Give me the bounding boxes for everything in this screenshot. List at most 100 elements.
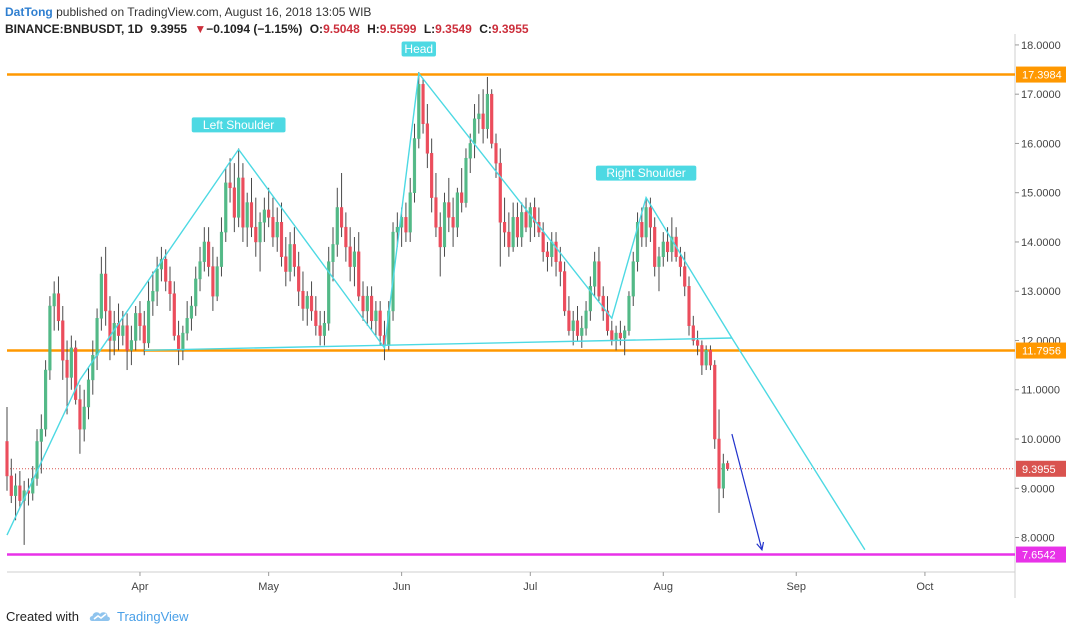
y-tick-label: 18.0000 — [1021, 40, 1061, 52]
candle-body — [31, 478, 35, 494]
candle-body — [262, 209, 266, 223]
candle-body — [134, 313, 138, 341]
y-tick-label: 13.0000 — [1021, 286, 1061, 298]
candle-body — [631, 261, 635, 297]
chart-header: DatTong published on TradingView.com, Au… — [0, 0, 1073, 38]
close-label: C: — [479, 22, 492, 36]
candle-body — [421, 84, 425, 124]
candle-body — [438, 226, 442, 248]
candle-body — [605, 310, 610, 331]
candle-body — [648, 207, 652, 228]
candle-body — [623, 330, 627, 339]
candle-body — [412, 138, 417, 193]
candle-body — [472, 118, 477, 144]
pattern-trend-line[interactable] — [144, 337, 732, 351]
last-price-tag — [1016, 460, 1066, 477]
y-tick-label: 8.0000 — [1021, 533, 1055, 545]
candle-body — [464, 157, 468, 203]
candle-body — [481, 113, 485, 129]
candle-body — [644, 207, 648, 238]
down-arrow-icon: ▼ — [194, 22, 207, 36]
candle-body — [164, 258, 168, 282]
candle-body — [713, 364, 717, 440]
candle-body — [52, 293, 56, 307]
candle-body — [515, 217, 520, 238]
candle-body — [653, 226, 657, 267]
level-price-tag — [1016, 66, 1066, 83]
y-tick-label: 15.0000 — [1021, 188, 1061, 200]
candle-body — [700, 345, 704, 366]
level-price-label: 17.3984 — [1022, 70, 1062, 82]
level-price-label: 11.7956 — [1022, 346, 1061, 358]
candle-body — [601, 295, 605, 312]
tradingview-brand[interactable]: TradingView — [117, 609, 189, 624]
candle-body — [314, 310, 318, 326]
candle-body — [168, 281, 172, 294]
candle-body — [571, 320, 575, 331]
candle-body — [125, 325, 129, 351]
candle-body — [485, 93, 489, 129]
candle-body — [254, 226, 258, 243]
plot-area[interactable] — [7, 38, 1015, 572]
candle-body — [327, 261, 331, 324]
candle-body — [627, 295, 631, 331]
candle-body — [48, 305, 52, 371]
candle-body — [567, 310, 571, 331]
candle-body — [455, 192, 459, 228]
pattern-trend-line[interactable] — [6, 71, 866, 551]
candle-body — [417, 84, 421, 139]
published-text: published on TradingView.com, August 16,… — [52, 5, 372, 19]
candle-body — [44, 369, 48, 430]
high-value: 9.5599 — [379, 22, 417, 36]
candle-body — [224, 182, 228, 233]
forecast-arrow[interactable] — [731, 433, 763, 550]
last-price: 9.3955 — [150, 22, 188, 36]
candle-body — [665, 241, 670, 253]
candle-body — [558, 261, 562, 272]
candle-body — [322, 322, 326, 336]
candle-body — [721, 463, 725, 489]
candle-body — [146, 300, 151, 344]
annotation-label: Right Shoulder — [606, 166, 685, 180]
candle-body — [447, 202, 451, 218]
candle-body — [361, 295, 365, 312]
candle-body — [104, 273, 108, 312]
candle-body — [305, 295, 309, 309]
candle-body — [5, 441, 9, 477]
annotation-label: Left Shoulder — [203, 118, 274, 132]
candle-body — [348, 246, 352, 267]
price-chart[interactable]: 18.0000 17.0000 16.0000 15.0000 14.0000 13.00… — [0, 0, 1073, 600]
candle-body — [297, 266, 301, 292]
forecast-arrow-head-icon — [756, 541, 765, 552]
annotation-box[interactable] — [595, 165, 697, 181]
candle-body — [524, 212, 528, 228]
candle-body — [13, 485, 18, 496]
candle-body — [357, 251, 361, 297]
candle-body — [425, 123, 429, 154]
candle-body — [275, 222, 279, 238]
candle-body — [614, 332, 618, 341]
candle-body — [507, 231, 511, 248]
annotation-box[interactable] — [191, 117, 286, 133]
low-label: L: — [423, 22, 436, 36]
candle-body — [271, 217, 275, 238]
close-value: 9.3955 — [491, 22, 529, 36]
x-tick-label: Jun — [393, 581, 411, 593]
candle-body — [378, 310, 382, 336]
tradingview-logo-icon[interactable] — [88, 608, 112, 624]
candle-body — [232, 187, 236, 218]
candle-body — [228, 182, 232, 189]
candle-body — [502, 222, 507, 233]
author-name[interactable]: DatTong — [5, 5, 53, 19]
level-price-tag — [1016, 342, 1066, 359]
open-label: O: — [309, 22, 324, 36]
candle-body — [696, 340, 700, 346]
candle-body — [541, 231, 545, 253]
x-tick-label: Aug — [653, 581, 673, 593]
symbol-info: BINANCE:BNBUSDT, 1D 9.3955 ▼−0.1094 (−1.… — [5, 22, 529, 36]
candle-body — [657, 256, 661, 267]
candle-body — [61, 320, 65, 361]
created-with-text: Created with — [6, 609, 79, 624]
candle-body — [670, 236, 674, 253]
annotation-box[interactable] — [401, 41, 436, 57]
